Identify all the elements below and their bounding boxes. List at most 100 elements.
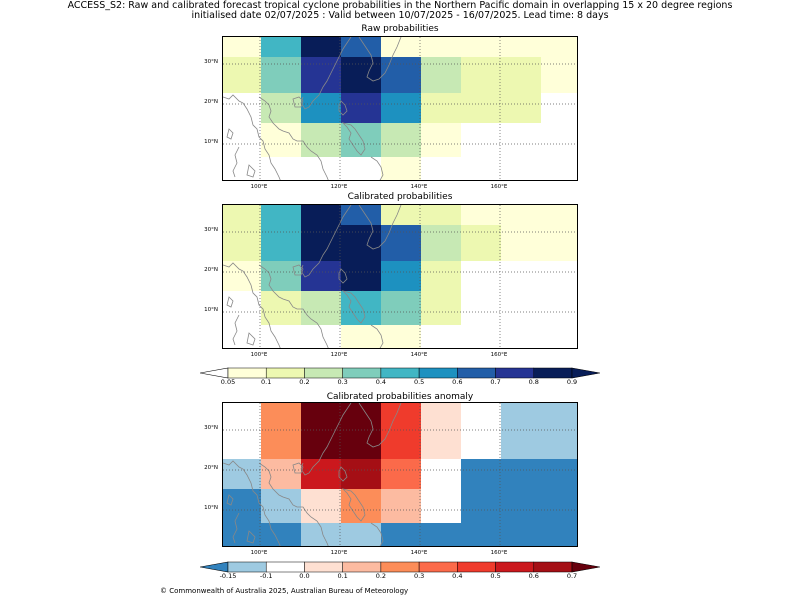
probability-cell bbox=[261, 325, 301, 348]
colorbar-tick-label: 0.7 bbox=[490, 378, 501, 386]
colorbar-tick-label: 0.8 bbox=[528, 378, 539, 386]
coastline bbox=[223, 94, 281, 180]
coastline bbox=[246, 164, 256, 178]
figure-subtitle: initialised date 02/07/2025 : Valid betw… bbox=[191, 10, 609, 21]
probability-cell bbox=[501, 123, 541, 157]
raw-probability-map bbox=[222, 36, 578, 181]
colorbar-bin bbox=[533, 367, 573, 379]
probability-cell bbox=[501, 489, 541, 523]
coastline bbox=[341, 290, 366, 324]
probability-cell bbox=[541, 225, 577, 261]
probability-cell bbox=[421, 205, 461, 225]
probability-cell bbox=[541, 261, 577, 291]
probability-cell bbox=[461, 157, 501, 180]
probability-cell bbox=[301, 325, 341, 348]
coastline bbox=[338, 466, 348, 482]
probability-cell bbox=[461, 291, 501, 325]
coastline bbox=[300, 205, 352, 278]
probability-cell bbox=[501, 225, 541, 261]
probability-cell bbox=[341, 123, 381, 157]
colorbar-bin bbox=[457, 367, 496, 379]
coastline bbox=[226, 128, 234, 140]
probability-cell bbox=[223, 93, 261, 123]
probability-cell bbox=[341, 403, 381, 423]
anomaly-map bbox=[222, 402, 578, 547]
probability-cell bbox=[381, 93, 421, 123]
probability-cell bbox=[461, 459, 501, 489]
probability-cell bbox=[301, 123, 341, 157]
probability-cell bbox=[261, 93, 301, 123]
panel-title-anomaly: Calibrated probabilities anomaly bbox=[326, 392, 474, 402]
probability-cell bbox=[301, 225, 341, 261]
longitude-label: 160°E bbox=[490, 550, 508, 556]
coastline bbox=[370, 156, 384, 180]
coastline bbox=[258, 462, 329, 546]
probability-cell bbox=[341, 157, 381, 180]
longitude-label: 100°E bbox=[250, 550, 268, 556]
probability-cell bbox=[381, 459, 421, 489]
probability-cell bbox=[541, 57, 577, 93]
probability-cell bbox=[223, 489, 261, 523]
probability-cell bbox=[541, 523, 577, 546]
coastline bbox=[258, 96, 329, 180]
probability-cell bbox=[301, 423, 341, 459]
probability-cell bbox=[301, 205, 341, 225]
probability-cell bbox=[421, 225, 461, 261]
probability-cell bbox=[261, 225, 301, 261]
longitude-label: 120°E bbox=[330, 352, 348, 358]
colorbar-tick-label: 0.9 bbox=[566, 378, 578, 386]
coastline bbox=[341, 122, 366, 156]
colorbar-tick-label: 0.2 bbox=[375, 572, 387, 580]
probability-cell bbox=[541, 205, 577, 225]
probability-cell bbox=[261, 157, 301, 180]
probability-cell bbox=[223, 459, 261, 489]
coastline bbox=[370, 324, 384, 348]
probability-cell bbox=[381, 261, 421, 291]
colorbar-under-extension bbox=[199, 367, 229, 379]
probability-cell bbox=[501, 291, 541, 325]
probability-cell bbox=[301, 37, 341, 57]
probability-cell bbox=[541, 291, 577, 325]
figure-title: ACCESS_S2: Raw and calibrated forecast t… bbox=[67, 0, 733, 11]
probability-cell bbox=[223, 523, 261, 546]
colorbar-bin bbox=[418, 367, 458, 379]
coastline bbox=[232, 314, 240, 346]
longitude-label: 140°E bbox=[410, 352, 428, 358]
probability-cell bbox=[261, 423, 301, 459]
probability-cell bbox=[541, 123, 577, 157]
probability-cell bbox=[223, 37, 261, 57]
colorbar-bin bbox=[380, 367, 420, 379]
probability-cell bbox=[261, 403, 301, 423]
coastline bbox=[300, 403, 352, 476]
longitude-label: 140°E bbox=[410, 550, 428, 556]
probability-cell bbox=[261, 459, 301, 489]
colorbar-canvas bbox=[199, 561, 601, 573]
colorbar-under-extension bbox=[199, 561, 229, 573]
colorbar-bin bbox=[457, 561, 496, 573]
probability-cell bbox=[541, 423, 577, 459]
coastline bbox=[246, 530, 256, 544]
latitude-label: 30°N bbox=[204, 227, 218, 233]
colorbar-bin bbox=[418, 561, 458, 573]
probability-cell bbox=[461, 225, 501, 261]
probability-cell bbox=[501, 423, 541, 459]
colorbar-tick-label: 0.6 bbox=[452, 378, 463, 386]
colorbar-tick-label: 0.5 bbox=[413, 378, 425, 386]
probability-cell bbox=[341, 291, 381, 325]
map-canvas bbox=[223, 403, 577, 546]
probability-cell bbox=[301, 489, 341, 523]
probability-cell bbox=[341, 57, 381, 93]
latitude-label: 30°N bbox=[204, 425, 218, 431]
probability-cell bbox=[421, 157, 461, 180]
latitude-label: 30°N bbox=[204, 59, 218, 65]
coastline bbox=[232, 146, 240, 178]
colorbar-bin bbox=[265, 367, 305, 379]
probability-cell bbox=[541, 37, 577, 57]
colorbar-canvas bbox=[199, 367, 601, 379]
probability-cell bbox=[341, 459, 381, 489]
colorbar-bin bbox=[265, 561, 305, 573]
longitude-label: 100°E bbox=[250, 184, 268, 190]
colorbar-tick-label: 0.4 bbox=[452, 572, 463, 580]
probability-cell bbox=[421, 523, 461, 546]
probability-cell bbox=[501, 523, 541, 546]
